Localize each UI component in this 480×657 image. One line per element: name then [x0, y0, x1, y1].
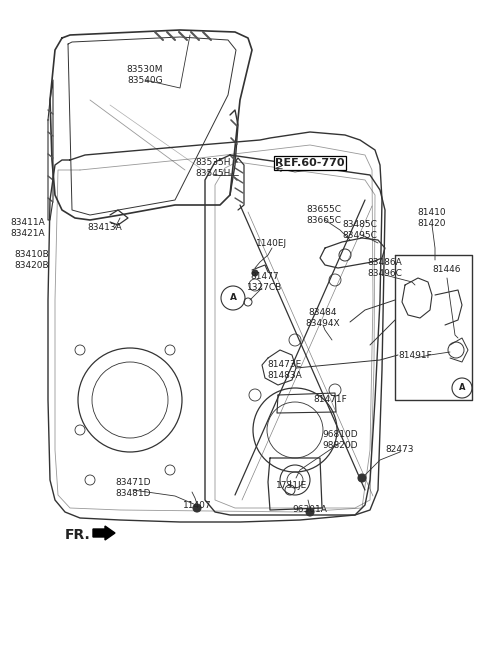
Text: A: A — [229, 294, 237, 302]
Text: 83410B
83420B: 83410B 83420B — [14, 250, 49, 270]
Text: A: A — [459, 384, 465, 392]
Text: 81446: 81446 — [433, 265, 461, 275]
Text: 81473E
81483A: 81473E 81483A — [268, 360, 302, 380]
Circle shape — [193, 504, 201, 512]
Text: 83485C
83495C: 83485C 83495C — [343, 220, 377, 240]
Text: 83486A
83496C: 83486A 83496C — [368, 258, 402, 278]
Text: 11407: 11407 — [183, 501, 211, 509]
Text: 83655C
83665C: 83655C 83665C — [307, 205, 341, 225]
Text: 1140EJ: 1140EJ — [256, 238, 288, 248]
Text: 83411A
83421A: 83411A 83421A — [11, 218, 46, 238]
Text: 82473: 82473 — [386, 445, 414, 455]
Text: 96301A: 96301A — [293, 505, 327, 514]
Text: FR.: FR. — [65, 528, 91, 542]
Text: 83471D
83481D: 83471D 83481D — [115, 478, 151, 498]
Text: REF.60-770: REF.60-770 — [275, 158, 345, 168]
Text: 81410
81420: 81410 81420 — [418, 208, 446, 228]
Circle shape — [306, 508, 314, 516]
Text: 81471F: 81471F — [313, 396, 347, 405]
Text: 83530M
83540G: 83530M 83540G — [127, 65, 163, 85]
Text: 81477
1327CB: 81477 1327CB — [247, 272, 283, 292]
Text: 1731JE: 1731JE — [276, 480, 308, 489]
Circle shape — [252, 270, 258, 276]
Text: 83535H
83545H: 83535H 83545H — [195, 158, 231, 178]
FancyArrow shape — [93, 526, 115, 540]
Text: 96810D
98820D: 96810D 98820D — [322, 430, 358, 450]
Text: 83484
83494X: 83484 83494X — [306, 308, 340, 328]
Text: 83413A: 83413A — [88, 223, 122, 233]
Text: 81491F: 81491F — [398, 350, 432, 359]
Circle shape — [358, 474, 366, 482]
